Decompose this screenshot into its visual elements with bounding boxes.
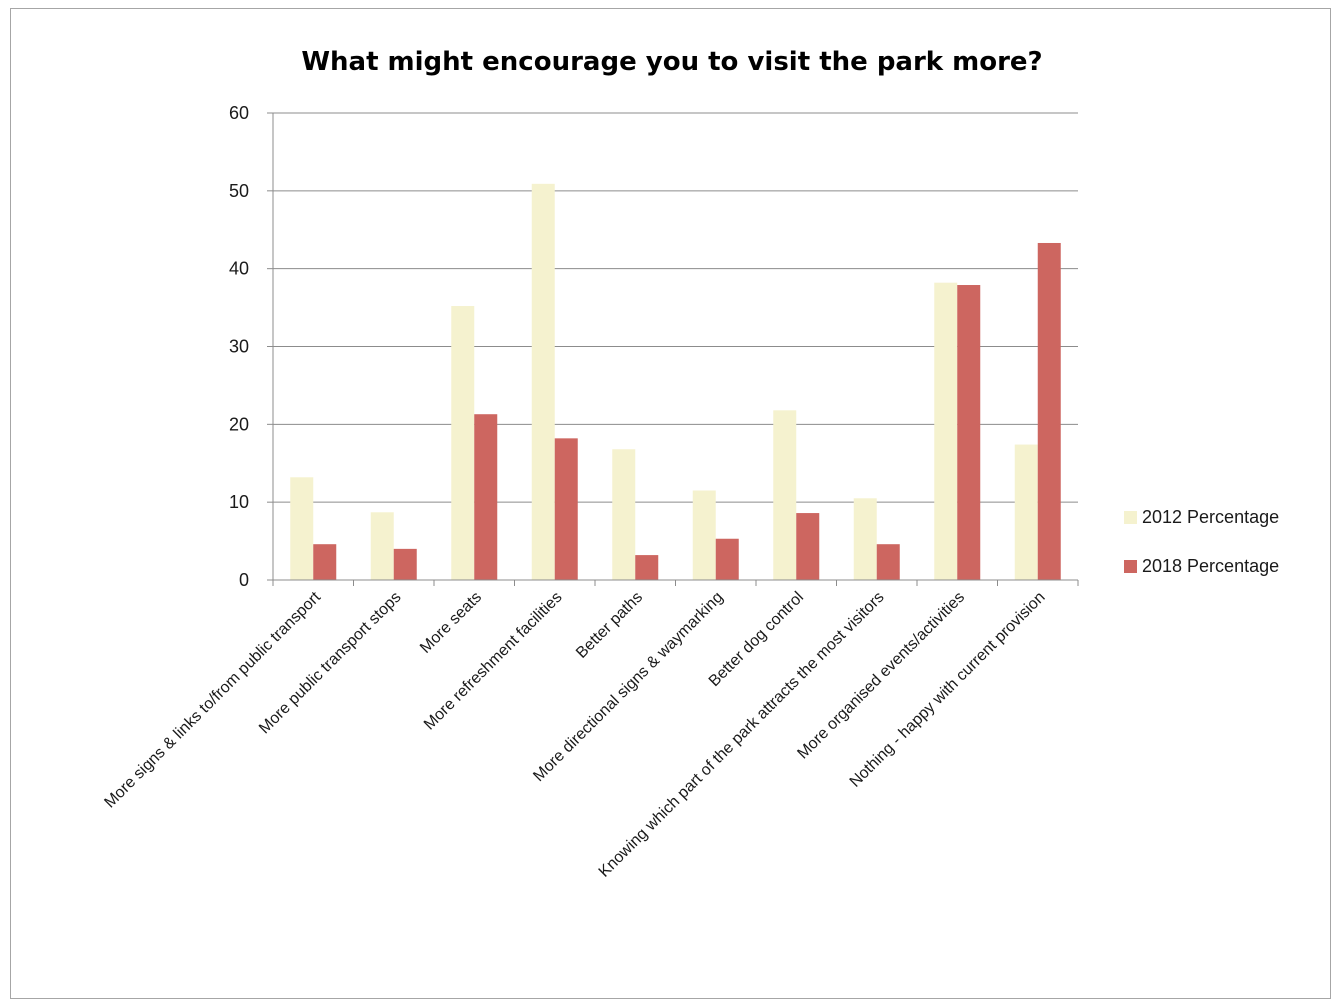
y-tick-label: 10	[229, 492, 249, 512]
bar-2012-0	[290, 477, 314, 580]
bar-2012-3	[531, 183, 555, 580]
y-axis: 0 10 20 30 40 50 60	[229, 103, 274, 590]
bar-2012-9	[1014, 444, 1038, 580]
bar-2012-1	[370, 512, 394, 580]
category-label: Knowing which part of the park attracts …	[596, 589, 888, 881]
chart-title: What might encourage you to visit the pa…	[301, 47, 1042, 77]
x-axis: More signs & links to/from public transp…	[101, 579, 1079, 881]
bar-2012-5	[692, 490, 716, 580]
bar-2018-9	[1037, 242, 1061, 580]
bar-2012-4	[612, 449, 636, 580]
bar-2012-7	[853, 498, 877, 580]
legend: 2012 Percentage 2018 Percentage	[1124, 507, 1279, 576]
legend-label: 2012 Percentage	[1142, 507, 1279, 527]
y-tick-label: 30	[229, 337, 249, 357]
bar-2018-6	[796, 513, 820, 580]
bar-2012-8	[934, 282, 958, 580]
bar-2018-5	[715, 538, 739, 580]
bar-2012-2	[451, 306, 475, 580]
legend-label: 2018 Percentage	[1142, 556, 1279, 576]
bars	[290, 183, 1061, 580]
category-label: More seats	[417, 589, 485, 657]
bar-2018-1	[393, 548, 417, 580]
category-label: More refreshment facilities	[421, 589, 566, 734]
bar-2018-0	[313, 544, 337, 580]
bar-2012-6	[773, 410, 797, 580]
y-tick-label: 40	[229, 259, 249, 279]
bar-2018-2	[474, 414, 498, 580]
category-label: More organised events/activities	[794, 589, 968, 763]
bar-2018-4	[635, 555, 659, 580]
legend-swatch	[1124, 511, 1137, 524]
y-tick-label: 50	[229, 181, 249, 201]
bar-2018-7	[876, 544, 900, 580]
bar-2018-3	[554, 438, 578, 580]
category-label: Better paths	[573, 589, 646, 662]
y-tick-label: 20	[229, 414, 249, 434]
bar-2018-8	[957, 285, 981, 580]
chart-frame	[10, 8, 1331, 999]
category-label: More public transport stops	[256, 589, 404, 737]
legend-swatch	[1124, 560, 1137, 573]
y-tick-label: 60	[229, 103, 249, 123]
y-tick-label: 0	[239, 570, 249, 590]
